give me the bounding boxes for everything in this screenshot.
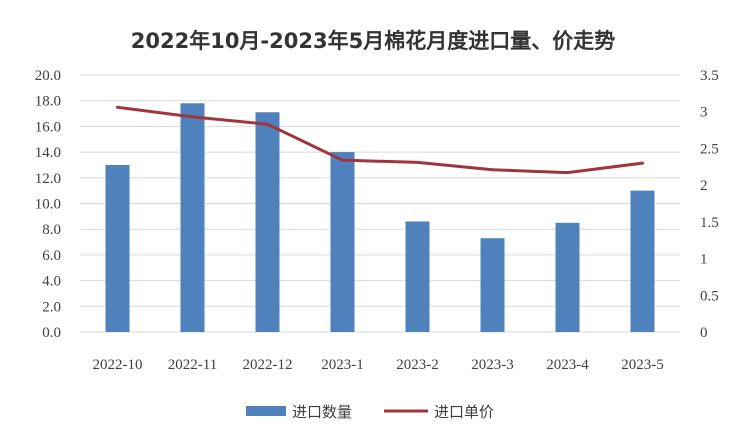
right-axis-ticks: 0 0.5 1 1.5 2 2.5 3 3.5 — [700, 68, 719, 341]
chart-title: 2022年10月-2023年5月棉花月度进口量、价走势 — [131, 29, 615, 53]
left-tick-label: 20.0 — [35, 68, 61, 84]
bar — [255, 112, 280, 332]
right-tick-label: 0.5 — [700, 288, 719, 304]
bar — [180, 103, 205, 333]
bar-series — [105, 103, 655, 333]
right-tick-label: 2 — [700, 178, 708, 194]
left-tick-label: 14.0 — [35, 145, 61, 161]
left-tick-label: 0.0 — [42, 325, 61, 341]
right-tick-label: 1 — [700, 252, 708, 268]
right-tick-label: 0 — [700, 325, 708, 341]
price-point — [566, 171, 569, 175]
price-point — [266, 122, 269, 126]
bar — [330, 152, 355, 332]
left-tick-label: 18.0 — [35, 94, 61, 110]
x-tick-label: 2023-3 — [471, 357, 514, 373]
left-tick-label: 8.0 — [42, 222, 61, 238]
x-tick-label: 2023-2 — [396, 357, 439, 373]
x-tick-label: 2022-12 — [243, 357, 293, 373]
x-tick-label: 2022-11 — [168, 357, 217, 373]
left-tick-label: 16.0 — [35, 119, 61, 135]
right-tick-label: 3.5 — [700, 68, 719, 84]
grid — [80, 74, 680, 333]
x-axis-ticks: 2022-10 2022-11 2022-12 2023-1 2023-2 2023-3 2… — [93, 357, 664, 373]
left-tick-label: 2.0 — [42, 299, 61, 315]
legend-swatch-quantity — [246, 406, 286, 416]
right-tick-label: 3 — [700, 105, 708, 121]
price-point — [491, 168, 494, 172]
x-tick-label: 2022-10 — [93, 357, 143, 373]
left-axis-ticks: 0.0 2.0 4.0 6.0 8.0 10.0 12.0 14.0 16.0 18.0 20.0 — [35, 68, 61, 341]
x-tick-label: 2023-4 — [546, 357, 589, 373]
left-tick-label: 12.0 — [35, 171, 61, 187]
bar — [630, 190, 655, 332]
x-tick-label: 2023-5 — [621, 357, 664, 373]
price-point — [341, 158, 344, 162]
left-tick-label: 10.0 — [35, 197, 61, 213]
legend: 进口数量 进口单价 — [246, 403, 494, 421]
bar — [555, 222, 580, 332]
bar — [105, 164, 130, 332]
line-series — [116, 105, 644, 175]
legend-label-quantity: 进口数量 — [292, 403, 352, 421]
price-point — [191, 115, 194, 119]
bar — [405, 221, 430, 332]
left-tick-label: 6.0 — [42, 248, 61, 264]
legend-label-price: 进口单价 — [434, 403, 494, 421]
price-point — [641, 161, 644, 165]
price-point — [416, 160, 419, 164]
right-tick-label: 1.5 — [700, 215, 719, 231]
price-point — [116, 105, 119, 109]
bar — [480, 238, 505, 332]
x-tick-label: 2023-1 — [321, 357, 364, 373]
right-tick-label: 2.5 — [700, 141, 719, 157]
left-tick-label: 4.0 — [42, 274, 61, 290]
price-line — [117, 105, 643, 175]
